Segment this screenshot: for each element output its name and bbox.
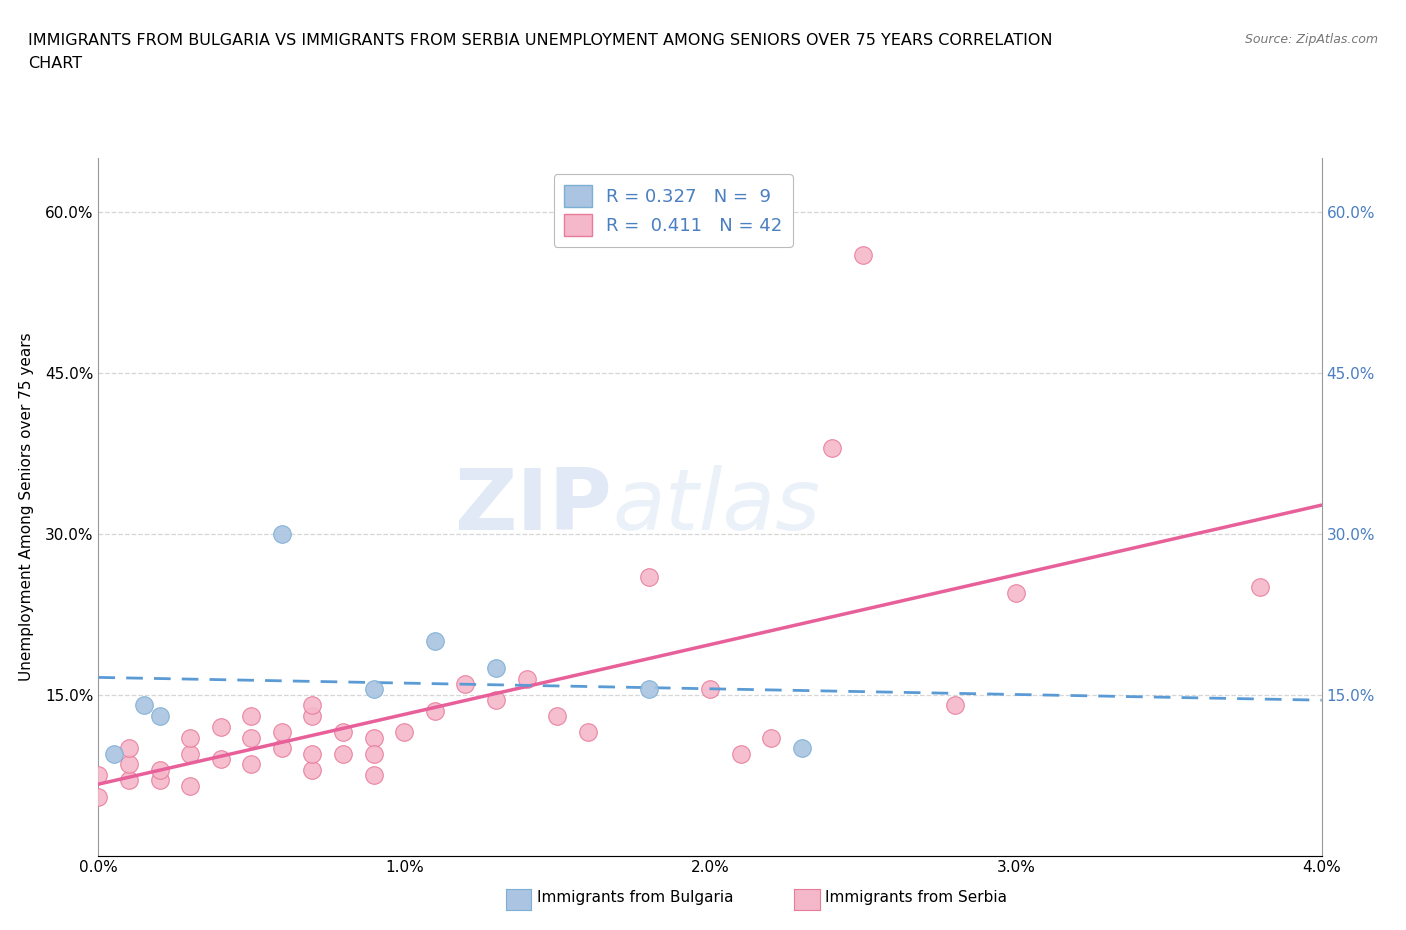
Point [240, 757, 263, 772]
Point [546, 709, 568, 724]
Point [730, 746, 752, 761]
Point [454, 676, 477, 691]
Point [270, 526, 294, 541]
Point [118, 757, 141, 772]
Point [363, 682, 385, 697]
Point [179, 746, 201, 761]
Point [149, 763, 172, 777]
Point [943, 698, 966, 712]
Text: Source: ZipAtlas.com: Source: ZipAtlas.com [1244, 33, 1378, 46]
Point [209, 720, 232, 735]
Point [485, 693, 508, 708]
Point [516, 671, 538, 686]
Point [87, 790, 110, 804]
Point [699, 682, 721, 697]
Text: Immigrants from Bulgaria: Immigrants from Bulgaria [537, 890, 734, 905]
Point [270, 724, 294, 739]
Point [423, 633, 446, 648]
Point [301, 763, 323, 777]
Point [637, 569, 661, 584]
Point [149, 709, 172, 724]
Point [637, 682, 661, 697]
Point [301, 698, 323, 712]
Point [149, 773, 172, 788]
Point [363, 767, 385, 782]
Point [103, 746, 125, 761]
Point [485, 660, 508, 675]
Point [179, 778, 201, 793]
Y-axis label: Unemployment Among Seniors over 75 years: Unemployment Among Seniors over 75 years [18, 333, 34, 681]
Point [821, 441, 844, 456]
Point [1004, 585, 1026, 600]
Point [240, 709, 263, 724]
Point [118, 741, 141, 756]
Point [301, 746, 323, 761]
Point [134, 698, 156, 712]
Point [423, 703, 446, 718]
Point [87, 767, 110, 782]
Point [332, 746, 354, 761]
Text: CHART: CHART [28, 56, 82, 71]
Point [759, 730, 782, 745]
Point [270, 741, 294, 756]
Point [392, 724, 416, 739]
Point [240, 730, 263, 745]
Text: IMMIGRANTS FROM BULGARIA VS IMMIGRANTS FROM SERBIA UNEMPLOYMENT AMONG SENIORS OV: IMMIGRANTS FROM BULGARIA VS IMMIGRANTS F… [28, 33, 1053, 47]
Point [179, 730, 201, 745]
Point [363, 746, 385, 761]
Point [209, 751, 232, 766]
Text: Immigrants from Serbia: Immigrants from Serbia [825, 890, 1007, 905]
Point [332, 724, 354, 739]
Text: ZIP: ZIP [454, 465, 612, 549]
Point [576, 724, 599, 739]
Legend: R = 0.327   N =  9, R =  0.411   N = 42: R = 0.327 N = 9, R = 0.411 N = 42 [554, 174, 793, 247]
Point [301, 709, 323, 724]
Point [852, 247, 875, 262]
Point [790, 741, 813, 756]
Point [1249, 580, 1271, 595]
Text: atlas: atlas [612, 465, 820, 549]
Point [363, 730, 385, 745]
Point [118, 773, 141, 788]
